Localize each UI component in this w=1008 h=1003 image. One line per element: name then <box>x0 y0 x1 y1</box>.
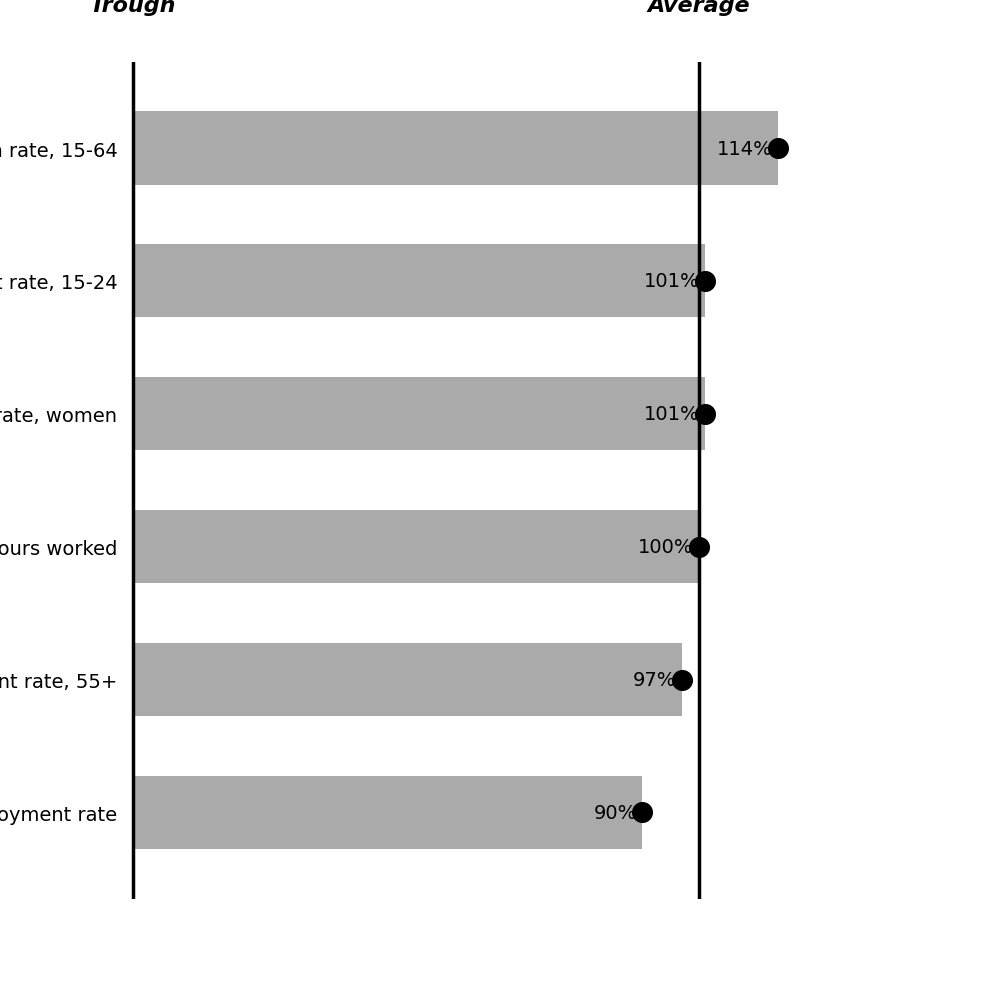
Text: 101%: 101% <box>643 405 699 424</box>
Point <box>634 804 650 820</box>
Point <box>674 672 690 688</box>
Point <box>697 274 713 290</box>
Text: 101%: 101% <box>643 272 699 291</box>
Bar <box>133 643 682 716</box>
Bar <box>133 112 778 186</box>
Bar <box>133 776 642 850</box>
Text: Crisis
Trough: Crisis Trough <box>90 0 176 16</box>
Bar <box>133 511 699 584</box>
Text: 97%: 97% <box>633 670 676 689</box>
Text: 114%: 114% <box>717 139 772 158</box>
Text: 100%: 100% <box>638 538 694 557</box>
Bar <box>133 378 705 451</box>
Bar <box>133 245 705 318</box>
Point <box>690 539 707 555</box>
Point <box>770 140 786 156</box>
Text: 90%: 90% <box>594 803 637 822</box>
Point <box>697 406 713 422</box>
Text: 2019
Average: 2019 Average <box>648 0 750 16</box>
